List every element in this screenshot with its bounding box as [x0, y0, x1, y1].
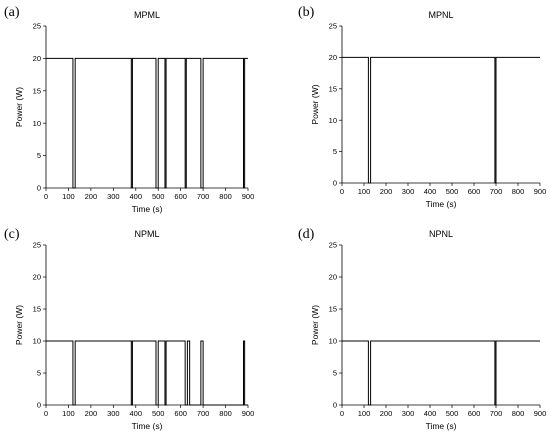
y-tick-label: 15: [33, 305, 41, 314]
x-tick-label: 600: [174, 192, 187, 201]
x-tick-label: 700: [490, 187, 503, 196]
y-tick-label: 0: [333, 401, 337, 410]
chart-title: NPML: [134, 229, 159, 239]
y-tick-label: 5: [37, 369, 41, 378]
x-tick-label: 500: [152, 192, 165, 201]
panel-label: (d): [298, 227, 315, 242]
x-tick-label: 900: [534, 187, 547, 196]
y-axis-label: Power (W): [310, 84, 320, 124]
y-tick-label: 5: [333, 147, 337, 156]
x-tick-label: 200: [380, 187, 393, 196]
y-tick-label: 20: [329, 273, 337, 282]
x-tick-label: 200: [380, 409, 393, 418]
x-tick-label: 400: [424, 409, 437, 418]
y-tick-label: 25: [33, 241, 41, 250]
x-tick-label: 800: [219, 192, 232, 201]
panel-b: (b) MPNL Time (s) Power (W) 0 100 200 300 40…: [298, 5, 546, 209]
y-axis-label: Power (W): [14, 87, 24, 127]
y-tick-label: 25: [329, 22, 337, 31]
x-axis-label: Time (s): [132, 204, 163, 214]
x-tick-label: 700: [197, 409, 210, 418]
y-tick-label: 25: [329, 241, 337, 250]
y-tick-label: 0: [37, 401, 41, 410]
x-tick-label: 300: [107, 192, 120, 201]
y-tick-label: 10: [329, 116, 337, 125]
x-tick-label: 0: [340, 187, 344, 196]
x-tick-label: 500: [446, 187, 459, 196]
x-tick-label: 600: [174, 409, 187, 418]
series-line: [342, 340, 540, 406]
x-tick-label: 100: [62, 409, 75, 418]
x-tick-label: 100: [358, 409, 371, 418]
series-line: [46, 340, 248, 406]
x-tick-label: 400: [130, 409, 143, 418]
y-axis-label: Power (W): [14, 305, 24, 345]
x-tick-label: 100: [62, 192, 75, 201]
y-tick-label: 0: [37, 184, 41, 193]
x-tick-label: 800: [219, 409, 232, 418]
x-tick-label: 700: [197, 192, 210, 201]
panel-label: (b): [298, 5, 315, 20]
y-tick-label: 20: [33, 273, 41, 282]
chart-title: NPNL: [429, 229, 453, 239]
y-tick-label: 10: [33, 337, 41, 346]
y-tick-label: 10: [329, 337, 337, 346]
x-tick-label: 300: [402, 187, 415, 196]
y-tick-label: 15: [33, 86, 41, 95]
x-tick-label: 0: [44, 409, 48, 418]
x-tick-label: 900: [242, 192, 255, 201]
x-tick-label: 200: [85, 409, 98, 418]
x-axis-label: Time (s): [132, 421, 163, 431]
panel-d: (d) NPNL Time (s) Power (W) 0 100 200 300 40…: [298, 227, 546, 431]
y-tick-label: 10: [33, 119, 41, 128]
y-tick-label: 15: [329, 84, 337, 93]
y-tick-label: 20: [33, 54, 41, 63]
x-tick-label: 200: [85, 192, 98, 201]
x-tick-label: 900: [242, 409, 255, 418]
x-tick-label: 500: [446, 409, 459, 418]
x-tick-label: 400: [424, 187, 437, 196]
x-tick-label: 100: [358, 187, 371, 196]
x-tick-label: 800: [512, 409, 525, 418]
x-tick-label: 600: [468, 187, 481, 196]
series-line: [46, 57, 248, 189]
chart-title: MPML: [134, 10, 160, 20]
x-tick-label: 400: [130, 192, 143, 201]
y-tick-label: 5: [37, 151, 41, 160]
x-tick-label: 0: [44, 192, 48, 201]
x-tick-label: 300: [107, 409, 120, 418]
x-tick-label: 300: [402, 409, 415, 418]
x-tick-label: 0: [340, 409, 344, 418]
y-tick-label: 20: [329, 53, 337, 62]
y-axis-label: Power (W): [310, 305, 320, 345]
x-tick-label: 700: [490, 409, 503, 418]
series-line: [342, 56, 540, 184]
y-tick-label: 5: [333, 369, 337, 378]
chart-title: MPNL: [428, 10, 453, 20]
x-tick-label: 800: [512, 187, 525, 196]
panel-label: (a): [4, 5, 20, 20]
x-axis-label: Time (s): [426, 199, 457, 209]
y-tick-label: 15: [329, 305, 337, 314]
panel-c: (c) NPML Time (s) Power (W) 0 100 200 300 40…: [4, 227, 254, 431]
panel-label: (c): [4, 227, 20, 242]
x-tick-label: 600: [468, 409, 481, 418]
y-tick-label: 0: [333, 179, 337, 188]
x-tick-label: 500: [152, 409, 165, 418]
x-tick-label: 900: [534, 409, 547, 418]
x-axis-label: Time (s): [426, 421, 457, 431]
panel-a: (a) MPML Time (s) Power (W) 0 100 200 300 40…: [4, 5, 254, 214]
y-tick-label: 25: [33, 22, 41, 31]
